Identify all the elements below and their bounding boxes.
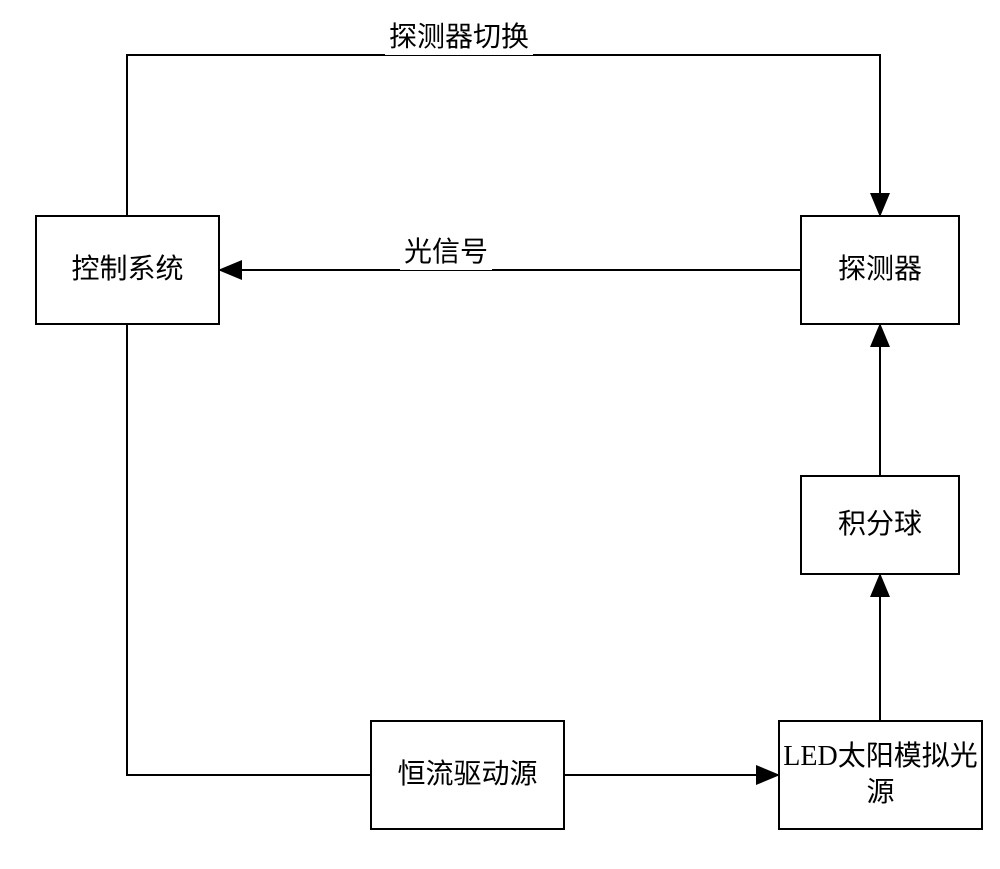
arrow-control-to-driver <box>127 325 370 775</box>
flowchart-diagram: 控制系统 探测器 积分球 LED太阳模拟光源 恒流驱动源 探测器切换 光信号 <box>0 0 1000 869</box>
node-label: 积分球 <box>838 507 922 543</box>
edge-label-text: 探测器切换 <box>389 22 529 53</box>
node-integrating-sphere: 积分球 <box>800 475 960 575</box>
node-led-source: LED太阳模拟光源 <box>778 720 983 830</box>
edge-label-detector-switch: 探测器切换 <box>385 15 533 55</box>
node-detector: 探测器 <box>800 215 960 325</box>
node-control-system: 控制系统 <box>35 215 220 325</box>
node-constant-current-driver: 恒流驱动源 <box>370 720 565 830</box>
edge-label-optical-signal: 光信号 <box>400 230 492 270</box>
node-label: LED太阳模拟光源 <box>780 739 981 812</box>
node-label: 探测器 <box>838 252 922 288</box>
edge-label-text: 光信号 <box>404 237 488 268</box>
arrow-control-to-detector-top <box>127 55 880 215</box>
node-label: 控制系统 <box>71 252 183 288</box>
node-label: 恒流驱动源 <box>397 757 537 793</box>
